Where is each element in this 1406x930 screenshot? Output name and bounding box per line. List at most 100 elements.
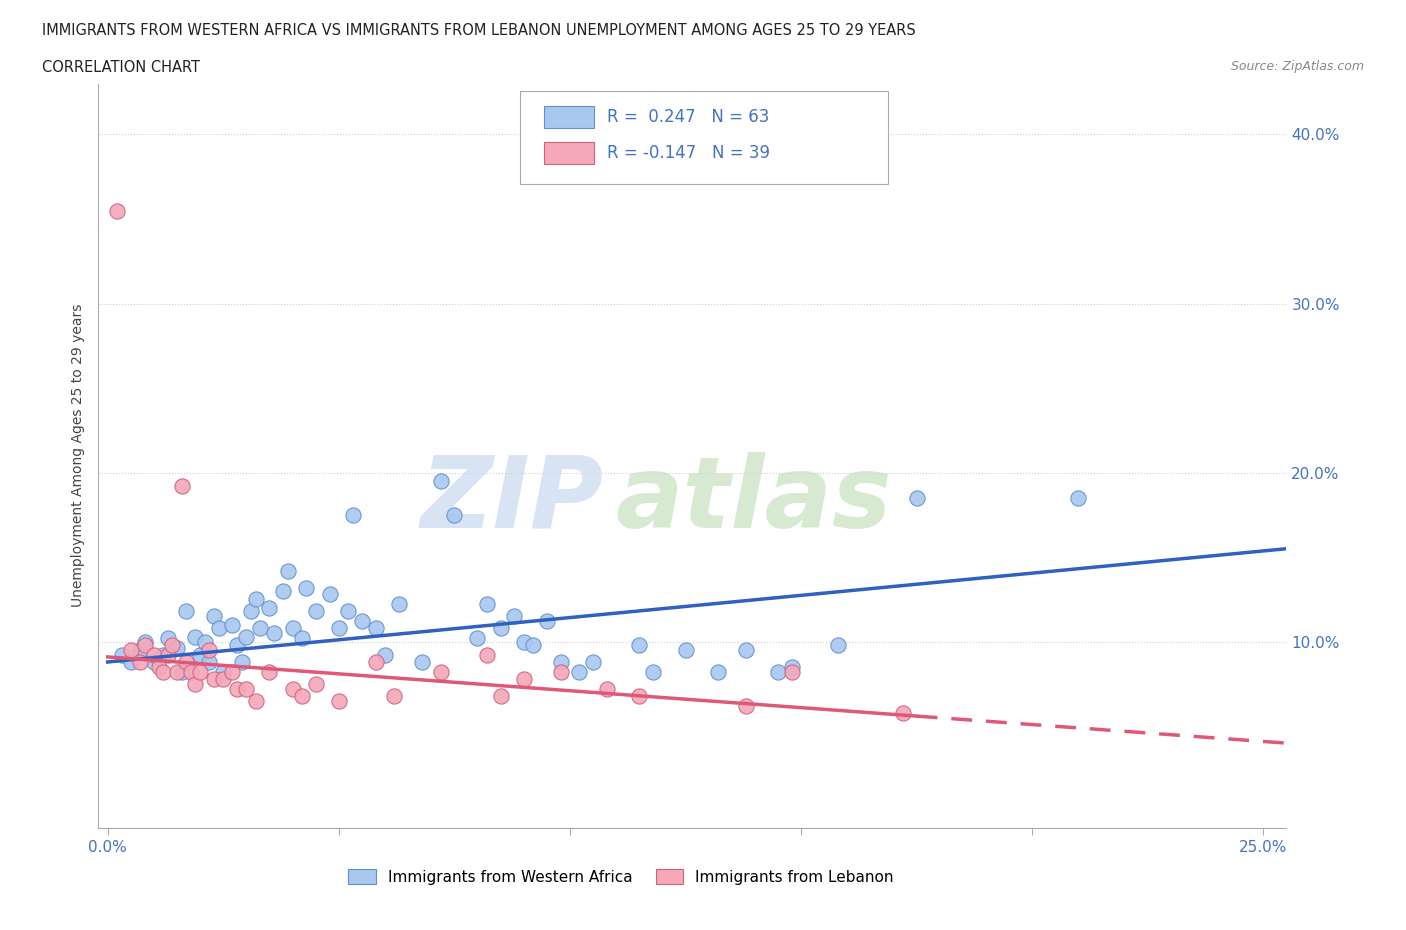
Point [152,648,174,663]
Point [780,665,803,680]
Text: R =  0.247   N = 63: R = 0.247 N = 63 [607,108,769,126]
Point [221,665,243,680]
FancyBboxPatch shape [544,106,593,128]
Point [1067,490,1090,505]
Point [475,597,498,612]
Point [582,655,605,670]
Point [184,676,207,691]
Point [596,682,619,697]
Point [475,648,498,663]
Point [235,630,257,644]
Point [120,643,142,658]
Point [489,688,512,703]
Point [245,694,267,709]
Point [245,592,267,607]
Point [129,643,152,658]
Point [170,665,193,680]
Point [411,655,433,670]
Point [152,665,174,680]
Point [188,648,211,663]
Point [259,665,281,680]
Point [350,614,373,629]
Point [148,659,170,674]
Y-axis label: Unemployment Among Ages 25 to 29 years: Unemployment Among Ages 25 to 29 years [72,304,86,607]
Point [105,203,128,218]
Point [162,638,184,653]
Point [281,682,304,697]
Point [382,688,405,703]
Point [550,655,572,670]
Point [202,671,225,686]
Point [156,631,179,645]
FancyBboxPatch shape [520,91,889,184]
Point [364,620,387,635]
Point [212,671,235,686]
Point [221,618,243,632]
Point [212,665,235,680]
Point [240,604,263,618]
Point [291,631,314,645]
Point [277,564,299,578]
Point [489,620,512,635]
Point [429,473,451,488]
Point [568,665,591,680]
Point [174,604,197,618]
Point [905,490,928,505]
Point [512,634,534,649]
Point [235,682,257,697]
Point [305,676,328,691]
Point [467,631,489,645]
Point [174,655,197,670]
Point [170,479,193,494]
FancyBboxPatch shape [544,141,593,164]
Point [263,626,285,641]
Text: ZIP: ZIP [420,452,603,549]
Point [305,604,328,618]
Point [643,665,665,680]
Point [184,630,207,644]
Point [198,643,221,658]
Point [129,655,152,670]
Point [134,634,156,649]
Point [142,648,165,663]
Point [207,620,229,635]
Point [522,638,544,653]
Point [337,604,360,618]
Point [226,682,249,697]
Point [734,698,756,713]
Point [295,580,318,595]
Point [273,583,295,598]
Point [198,655,221,670]
Point [249,620,271,635]
Point [328,694,350,709]
Point [110,648,132,663]
Point [675,643,697,658]
Point [707,665,730,680]
Point [550,665,572,680]
Point [166,665,188,680]
Point [194,634,217,649]
Point [536,614,558,629]
Point [120,655,142,670]
Point [142,655,165,670]
Point [364,655,387,670]
Point [166,641,188,656]
Point [628,688,651,703]
Point [202,609,225,624]
Text: Source: ZipAtlas.com: Source: ZipAtlas.com [1230,60,1364,73]
Point [891,705,914,720]
Text: atlas: atlas [616,452,891,549]
Text: IMMIGRANTS FROM WESTERN AFRICA VS IMMIGRANTS FROM LEBANON UNEMPLOYMENT AMONG AGE: IMMIGRANTS FROM WESTERN AFRICA VS IMMIGR… [42,23,915,38]
Point [766,665,789,680]
Point [226,638,249,653]
Point [318,587,340,602]
Point [827,638,849,653]
Text: R = -0.147   N = 39: R = -0.147 N = 39 [607,144,770,162]
Legend: Immigrants from Western Africa, Immigrants from Lebanon: Immigrants from Western Africa, Immigran… [342,862,900,891]
Point [156,648,179,663]
Point [628,638,651,653]
Point [180,665,202,680]
Point [328,620,350,635]
Point [259,601,281,616]
Point [443,508,465,523]
